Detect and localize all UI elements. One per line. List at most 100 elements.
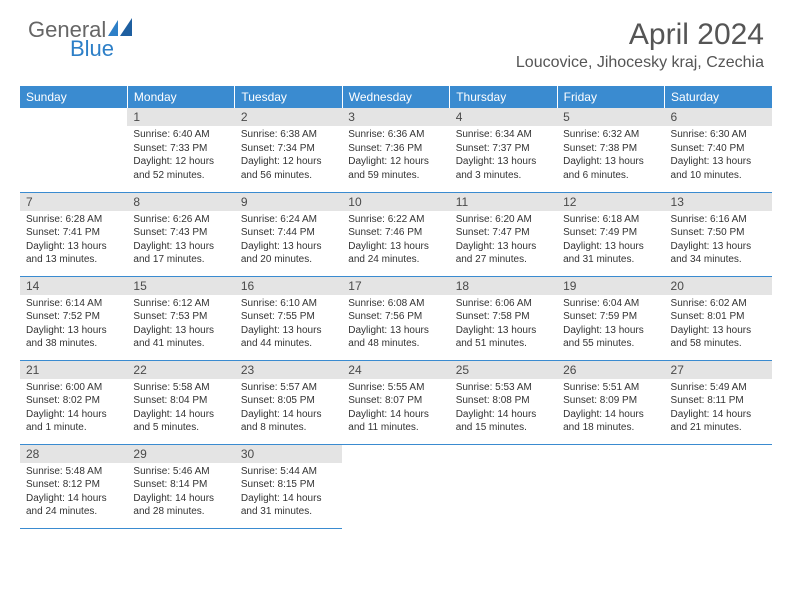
day-details: Sunrise: 5:44 AMSunset: 8:15 PMDaylight:… [235, 463, 342, 523]
day-number: 15 [127, 277, 234, 295]
calendar-cell: 5Sunrise: 6:32 AMSunset: 7:38 PMDaylight… [557, 108, 664, 192]
day-details: Sunrise: 5:55 AMSunset: 8:07 PMDaylight:… [342, 379, 449, 439]
calendar-row: 7Sunrise: 6:28 AMSunset: 7:41 PMDaylight… [20, 192, 772, 276]
calendar-cell: 27Sunrise: 5:49 AMSunset: 8:11 PMDayligh… [665, 360, 772, 444]
day-details: Sunrise: 6:20 AMSunset: 7:47 PMDaylight:… [450, 211, 557, 271]
day-details: Sunrise: 6:22 AMSunset: 7:46 PMDaylight:… [342, 211, 449, 271]
day-details: Sunrise: 6:38 AMSunset: 7:34 PMDaylight:… [235, 126, 342, 186]
calendar-cell: 20Sunrise: 6:02 AMSunset: 8:01 PMDayligh… [665, 276, 772, 360]
weekday-header: Wednesday [342, 86, 449, 108]
day-number: 5 [557, 108, 664, 126]
calendar-cell: 4Sunrise: 6:34 AMSunset: 7:37 PMDaylight… [450, 108, 557, 192]
calendar-cell: 23Sunrise: 5:57 AMSunset: 8:05 PMDayligh… [235, 360, 342, 444]
calendar-cell: 7Sunrise: 6:28 AMSunset: 7:41 PMDaylight… [20, 192, 127, 276]
day-number: 20 [665, 277, 772, 295]
calendar-cell: 28Sunrise: 5:48 AMSunset: 8:12 PMDayligh… [20, 444, 127, 528]
day-number: 11 [450, 193, 557, 211]
calendar-cell: 13Sunrise: 6:16 AMSunset: 7:50 PMDayligh… [665, 192, 772, 276]
day-number: 30 [235, 445, 342, 463]
day-number: 7 [20, 193, 127, 211]
day-details: Sunrise: 5:57 AMSunset: 8:05 PMDaylight:… [235, 379, 342, 439]
weekday-header: Sunday [20, 86, 127, 108]
day-number: 23 [235, 361, 342, 379]
calendar-cell: 10Sunrise: 6:22 AMSunset: 7:46 PMDayligh… [342, 192, 449, 276]
day-details: Sunrise: 6:40 AMSunset: 7:33 PMDaylight:… [127, 126, 234, 186]
day-number: 8 [127, 193, 234, 211]
month-title: April 2024 [516, 18, 764, 52]
calendar-cell: 12Sunrise: 6:18 AMSunset: 7:49 PMDayligh… [557, 192, 664, 276]
day-details: Sunrise: 6:14 AMSunset: 7:52 PMDaylight:… [20, 295, 127, 355]
day-number: 24 [342, 361, 449, 379]
calendar-cell: 29Sunrise: 5:46 AMSunset: 8:14 PMDayligh… [127, 444, 234, 528]
calendar-cell: 25Sunrise: 5:53 AMSunset: 8:08 PMDayligh… [450, 360, 557, 444]
calendar-cell: 3Sunrise: 6:36 AMSunset: 7:36 PMDaylight… [342, 108, 449, 192]
day-number: 16 [235, 277, 342, 295]
day-details: Sunrise: 6:16 AMSunset: 7:50 PMDaylight:… [665, 211, 772, 271]
calendar-cell: 9Sunrise: 6:24 AMSunset: 7:44 PMDaylight… [235, 192, 342, 276]
calendar-cell: 15Sunrise: 6:12 AMSunset: 7:53 PMDayligh… [127, 276, 234, 360]
day-number: 21 [20, 361, 127, 379]
calendar-cell: 1Sunrise: 6:40 AMSunset: 7:33 PMDaylight… [127, 108, 234, 192]
weekday-header: Friday [557, 86, 664, 108]
calendar-row: 28Sunrise: 5:48 AMSunset: 8:12 PMDayligh… [20, 444, 772, 528]
day-number: 17 [342, 277, 449, 295]
day-number: 14 [20, 277, 127, 295]
day-details: Sunrise: 5:51 AMSunset: 8:09 PMDaylight:… [557, 379, 664, 439]
calendar-row: 21Sunrise: 6:00 AMSunset: 8:02 PMDayligh… [20, 360, 772, 444]
calendar-cell [557, 444, 664, 528]
calendar-cell: 18Sunrise: 6:06 AMSunset: 7:58 PMDayligh… [450, 276, 557, 360]
calendar-cell: 21Sunrise: 6:00 AMSunset: 8:02 PMDayligh… [20, 360, 127, 444]
calendar-cell: 14Sunrise: 6:14 AMSunset: 7:52 PMDayligh… [20, 276, 127, 360]
calendar-row: 14Sunrise: 6:14 AMSunset: 7:52 PMDayligh… [20, 276, 772, 360]
calendar-cell: 26Sunrise: 5:51 AMSunset: 8:09 PMDayligh… [557, 360, 664, 444]
day-number: 25 [450, 361, 557, 379]
calendar-body: 1Sunrise: 6:40 AMSunset: 7:33 PMDaylight… [20, 108, 772, 528]
calendar-cell: 2Sunrise: 6:38 AMSunset: 7:34 PMDaylight… [235, 108, 342, 192]
calendar-cell: 6Sunrise: 6:30 AMSunset: 7:40 PMDaylight… [665, 108, 772, 192]
weekday-header: Monday [127, 86, 234, 108]
day-number: 29 [127, 445, 234, 463]
day-details: Sunrise: 6:28 AMSunset: 7:41 PMDaylight:… [20, 211, 127, 271]
calendar-cell: 11Sunrise: 6:20 AMSunset: 7:47 PMDayligh… [450, 192, 557, 276]
title-block: April 2024 Loucovice, Jihocesky kraj, Cz… [516, 18, 764, 72]
calendar-cell [665, 444, 772, 528]
day-details: Sunrise: 5:48 AMSunset: 8:12 PMDaylight:… [20, 463, 127, 523]
day-number: 26 [557, 361, 664, 379]
calendar-cell: 16Sunrise: 6:10 AMSunset: 7:55 PMDayligh… [235, 276, 342, 360]
weekday-header: Tuesday [235, 86, 342, 108]
header: General Blue April 2024 Loucovice, Jihoc… [0, 0, 792, 78]
day-number: 3 [342, 108, 449, 126]
calendar-table: SundayMondayTuesdayWednesdayThursdayFrid… [20, 86, 772, 529]
day-details: Sunrise: 6:36 AMSunset: 7:36 PMDaylight:… [342, 126, 449, 186]
day-number: 6 [665, 108, 772, 126]
brand-logo: General Blue [28, 18, 134, 60]
calendar-cell: 17Sunrise: 6:08 AMSunset: 7:56 PMDayligh… [342, 276, 449, 360]
day-number: 9 [235, 193, 342, 211]
day-details: Sunrise: 5:49 AMSunset: 8:11 PMDaylight:… [665, 379, 772, 439]
day-details: Sunrise: 5:58 AMSunset: 8:04 PMDaylight:… [127, 379, 234, 439]
day-details: Sunrise: 6:24 AMSunset: 7:44 PMDaylight:… [235, 211, 342, 271]
weekday-header: Thursday [450, 86, 557, 108]
day-details: Sunrise: 6:18 AMSunset: 7:49 PMDaylight:… [557, 211, 664, 271]
day-number: 1 [127, 108, 234, 126]
day-details: Sunrise: 6:32 AMSunset: 7:38 PMDaylight:… [557, 126, 664, 186]
day-details: Sunrise: 6:12 AMSunset: 7:53 PMDaylight:… [127, 295, 234, 355]
day-number: 22 [127, 361, 234, 379]
weekday-header: Saturday [665, 86, 772, 108]
day-number: 28 [20, 445, 127, 463]
day-number: 12 [557, 193, 664, 211]
day-number: 13 [665, 193, 772, 211]
calendar-row: 1Sunrise: 6:40 AMSunset: 7:33 PMDaylight… [20, 108, 772, 192]
day-details: Sunrise: 6:34 AMSunset: 7:37 PMDaylight:… [450, 126, 557, 186]
day-number: 27 [665, 361, 772, 379]
day-details: Sunrise: 6:10 AMSunset: 7:55 PMDaylight:… [235, 295, 342, 355]
day-details: Sunrise: 6:02 AMSunset: 8:01 PMDaylight:… [665, 295, 772, 355]
calendar-cell [342, 444, 449, 528]
calendar-cell: 19Sunrise: 6:04 AMSunset: 7:59 PMDayligh… [557, 276, 664, 360]
day-number: 2 [235, 108, 342, 126]
day-number: 10 [342, 193, 449, 211]
weekday-header-row: SundayMondayTuesdayWednesdayThursdayFrid… [20, 86, 772, 108]
calendar-cell: 8Sunrise: 6:26 AMSunset: 7:43 PMDaylight… [127, 192, 234, 276]
calendar-cell: 30Sunrise: 5:44 AMSunset: 8:15 PMDayligh… [235, 444, 342, 528]
day-details: Sunrise: 6:00 AMSunset: 8:02 PMDaylight:… [20, 379, 127, 439]
